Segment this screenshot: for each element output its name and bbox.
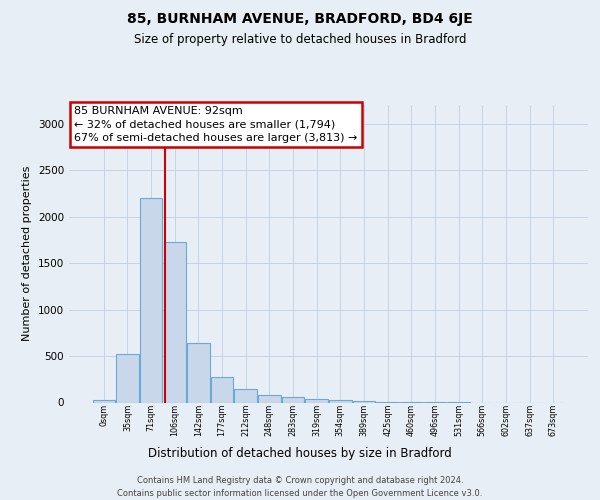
- Bar: [353, 401, 375, 402]
- Bar: [140, 198, 163, 402]
- Y-axis label: Number of detached properties: Number of detached properties: [22, 166, 32, 342]
- Bar: [187, 343, 209, 402]
- Bar: [211, 378, 233, 402]
- Text: Size of property relative to detached houses in Bradford: Size of property relative to detached ho…: [134, 32, 466, 46]
- Bar: [282, 397, 304, 402]
- Bar: [258, 395, 281, 402]
- Text: Contains public sector information licensed under the Open Government Licence v3: Contains public sector information licen…: [118, 489, 482, 498]
- Text: 85 BURNHAM AVENUE: 92sqm
← 32% of detached houses are smaller (1,794)
67% of sem: 85 BURNHAM AVENUE: 92sqm ← 32% of detach…: [74, 106, 358, 143]
- Text: Contains HM Land Registry data © Crown copyright and database right 2024.: Contains HM Land Registry data © Crown c…: [137, 476, 463, 485]
- Bar: [235, 388, 257, 402]
- Text: Distribution of detached houses by size in Bradford: Distribution of detached houses by size …: [148, 448, 452, 460]
- Bar: [92, 400, 115, 402]
- Bar: [116, 354, 139, 403]
- Text: 85, BURNHAM AVENUE, BRADFORD, BD4 6JE: 85, BURNHAM AVENUE, BRADFORD, BD4 6JE: [127, 12, 473, 26]
- Bar: [329, 400, 352, 402]
- Bar: [164, 242, 186, 402]
- Bar: [305, 399, 328, 402]
